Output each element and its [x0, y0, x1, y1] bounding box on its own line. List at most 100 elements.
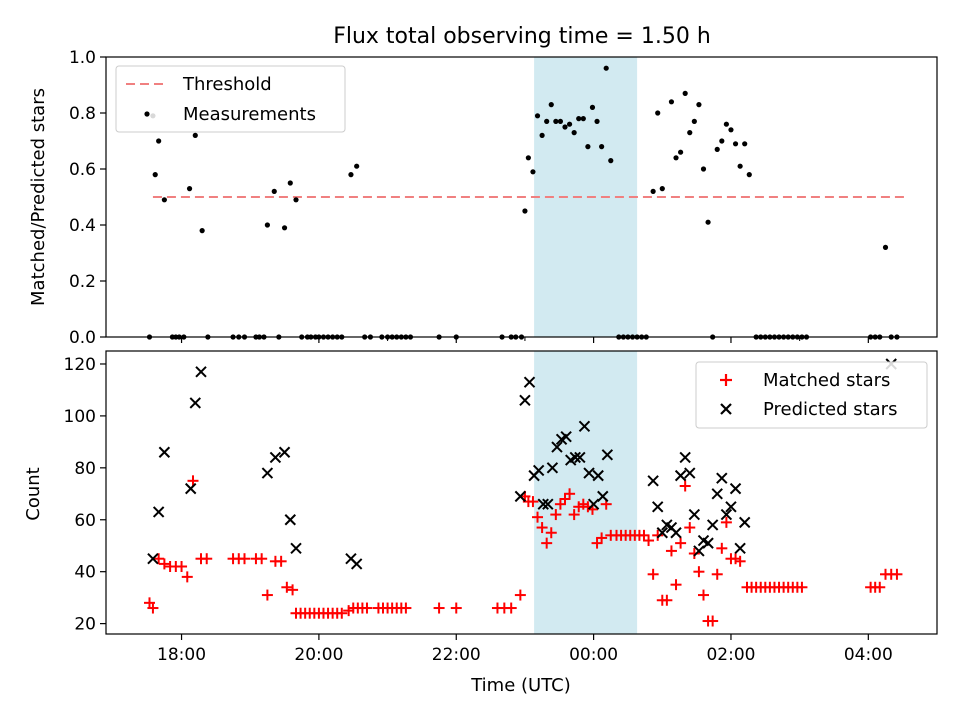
- predicted-star-marker: [716, 472, 728, 484]
- matched-star-markers: [143, 475, 903, 627]
- predicted-star-marker: [519, 394, 531, 407]
- x-tick-label: 00:00: [569, 645, 618, 665]
- predicted-star-marker: [261, 467, 274, 479]
- measurement-point: [571, 130, 577, 136]
- matched-star-marker: [711, 568, 723, 580]
- predicted-star-marker: [688, 508, 701, 521]
- bottom-highlight-band: [534, 351, 638, 634]
- matched-star-marker: [433, 602, 445, 614]
- matched-star-marker: [450, 602, 462, 614]
- x-tick-label: 02:00: [706, 645, 755, 665]
- matched-star-marker: [158, 558, 170, 570]
- bottom-y-ticks: 20 40 60 80 100 120: [64, 355, 106, 635]
- predicted-star-marker: [189, 397, 201, 409]
- measurement-point: [599, 144, 605, 150]
- bottom-y-axis-label: Count: [23, 467, 44, 520]
- measurement-point: [580, 116, 586, 122]
- predicted-star-marker: [290, 542, 302, 555]
- matched-star-marker: [596, 532, 608, 544]
- measurement-point: [553, 118, 559, 124]
- predicted-star-marker: [647, 475, 659, 487]
- x-tick-label: 20:00: [294, 645, 343, 665]
- legend-matched-swatch: [720, 374, 732, 386]
- predicted-star-marker: [729, 482, 742, 495]
- measurement-point: [199, 228, 205, 234]
- bottom-legend: Matched stars Predicted stars: [695, 361, 928, 429]
- bottom-y-tick-label: 80: [74, 459, 96, 479]
- chart-title: Flux total observing time = 1.50 h: [333, 24, 711, 49]
- x-axis-label: Time (UTC): [470, 675, 571, 696]
- predicted-star-marker: [734, 542, 746, 555]
- matched-star-marker: [532, 511, 544, 523]
- matched-star-marker: [734, 555, 746, 567]
- top-y-tick-label: 0.2: [69, 272, 96, 292]
- predicted-star-marker: [702, 537, 714, 549]
- measurement-point: [737, 163, 743, 169]
- predicted-star-marker: [674, 469, 687, 482]
- measurement-point: [264, 222, 270, 228]
- predicted-star-marker: [284, 514, 296, 526]
- measurement-point: [650, 188, 656, 194]
- predicted-star-marker: [514, 490, 527, 503]
- measurement-point: [723, 121, 729, 127]
- measurement-point: [882, 244, 889, 250]
- predicted-star-marker: [583, 467, 595, 479]
- bottom-y-tick-label: 20: [74, 615, 96, 635]
- matched-star-marker: [545, 527, 557, 539]
- measurement-point: [705, 219, 711, 225]
- measurement-point: [700, 166, 707, 172]
- predicted-star-marker: [158, 446, 171, 458]
- predicted-star-marker: [578, 420, 591, 433]
- predicted-star-marker: [601, 449, 614, 461]
- measurement-point: [354, 163, 360, 169]
- top-y-tick-label: 0.6: [69, 160, 96, 180]
- bottom-axes-frame: [105, 350, 938, 635]
- bottom-y-tick-label: 60: [74, 511, 96, 531]
- matched-star-marker: [187, 475, 199, 487]
- measurement-point: [589, 104, 596, 110]
- matched-star-marker: [675, 537, 687, 549]
- top-y-tick-label: 1.0: [69, 48, 96, 68]
- measurement-point: [557, 118, 564, 124]
- predicted-star-marker: [592, 469, 604, 482]
- measurement-point: [732, 141, 739, 147]
- measurement-point: [742, 141, 748, 147]
- measurement-point: [576, 116, 582, 122]
- matched-star-marker: [541, 537, 553, 549]
- matched-star-marker: [665, 545, 677, 557]
- predicted-star-marker: [147, 552, 159, 565]
- predicted-star-marker: [523, 376, 536, 388]
- top-y-tick-label: 0.0: [69, 328, 96, 348]
- measurement-point: [534, 113, 541, 119]
- matched-star-marker: [400, 602, 412, 614]
- predicted-star-marker: [652, 501, 664, 513]
- measurement-point: [348, 172, 354, 178]
- legend-measurements-label: Measurements: [183, 104, 316, 125]
- measurement-point: [548, 102, 554, 108]
- predicted-star-marker: [574, 451, 586, 464]
- matched-star-marker: [891, 568, 903, 580]
- matched-star-marker: [256, 553, 268, 565]
- measurement-point: [293, 197, 299, 203]
- matched-star-marker: [707, 615, 719, 627]
- matched-star-marker: [514, 589, 526, 601]
- matched-star-marker: [181, 571, 193, 583]
- top-legend: Threshold Measurements: [115, 65, 346, 133]
- matched-star-marker: [652, 529, 664, 541]
- predicted-star-marker: [693, 545, 705, 557]
- legend-matched-label: Matched stars: [763, 370, 890, 391]
- matched-star-marker: [716, 542, 728, 554]
- predicted-star-marker: [738, 516, 751, 529]
- measurement-point: [525, 155, 531, 161]
- matched-star-marker: [693, 566, 705, 578]
- bottom-legend-box: [695, 361, 928, 429]
- predicted-star-marker: [551, 441, 563, 453]
- matched-star-marker: [281, 581, 293, 593]
- measurement-point: [659, 186, 665, 192]
- bottom-x-ticks: 18:00 20:00 22:00 00:00 02:00 04:00: [157, 634, 893, 665]
- measurement-point: [696, 102, 702, 108]
- measurement-point: [156, 138, 162, 144]
- predicted-star-marker: [720, 508, 733, 521]
- top-y-axis-label: Matched/Predicted stars: [28, 88, 49, 306]
- predicted-star-marker: [152, 506, 165, 518]
